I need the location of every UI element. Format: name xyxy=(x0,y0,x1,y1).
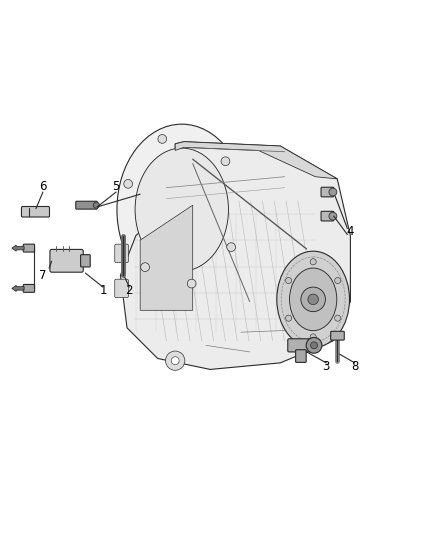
Circle shape xyxy=(166,351,185,370)
Circle shape xyxy=(311,342,318,349)
Circle shape xyxy=(308,294,318,304)
Polygon shape xyxy=(120,142,350,369)
FancyBboxPatch shape xyxy=(115,244,128,263)
Circle shape xyxy=(306,337,322,353)
Text: 4: 4 xyxy=(346,225,354,238)
FancyBboxPatch shape xyxy=(21,206,49,217)
Text: 3: 3 xyxy=(323,360,330,373)
Circle shape xyxy=(227,243,236,252)
Circle shape xyxy=(221,157,230,166)
Circle shape xyxy=(335,315,341,321)
FancyBboxPatch shape xyxy=(288,339,313,352)
Circle shape xyxy=(141,263,149,271)
Circle shape xyxy=(158,134,166,143)
Circle shape xyxy=(171,357,179,365)
Ellipse shape xyxy=(277,251,350,348)
Circle shape xyxy=(301,287,325,312)
FancyBboxPatch shape xyxy=(115,279,128,297)
Circle shape xyxy=(286,278,292,284)
Polygon shape xyxy=(140,205,193,310)
Circle shape xyxy=(329,188,337,196)
Text: 8: 8 xyxy=(351,360,358,373)
Polygon shape xyxy=(175,142,337,179)
FancyBboxPatch shape xyxy=(76,201,97,209)
Circle shape xyxy=(329,212,337,220)
Text: 6: 6 xyxy=(39,180,47,193)
Circle shape xyxy=(286,315,292,321)
Ellipse shape xyxy=(135,148,229,271)
FancyBboxPatch shape xyxy=(50,249,83,272)
FancyBboxPatch shape xyxy=(321,187,334,197)
FancyBboxPatch shape xyxy=(23,244,35,252)
Text: 2: 2 xyxy=(125,284,133,297)
FancyBboxPatch shape xyxy=(321,211,334,221)
Circle shape xyxy=(310,259,316,265)
Circle shape xyxy=(310,334,316,340)
Ellipse shape xyxy=(117,124,247,295)
Text: 1: 1 xyxy=(99,284,107,297)
Circle shape xyxy=(93,202,99,208)
FancyArrow shape xyxy=(12,285,24,292)
FancyBboxPatch shape xyxy=(81,255,90,267)
Ellipse shape xyxy=(290,268,337,330)
Circle shape xyxy=(124,180,133,188)
Text: 7: 7 xyxy=(39,269,46,282)
FancyBboxPatch shape xyxy=(23,285,35,292)
FancyBboxPatch shape xyxy=(331,332,344,340)
Circle shape xyxy=(187,279,196,288)
FancyArrow shape xyxy=(12,245,24,251)
FancyBboxPatch shape xyxy=(296,350,306,362)
Circle shape xyxy=(335,278,341,284)
Text: 5: 5 xyxy=(113,180,120,193)
